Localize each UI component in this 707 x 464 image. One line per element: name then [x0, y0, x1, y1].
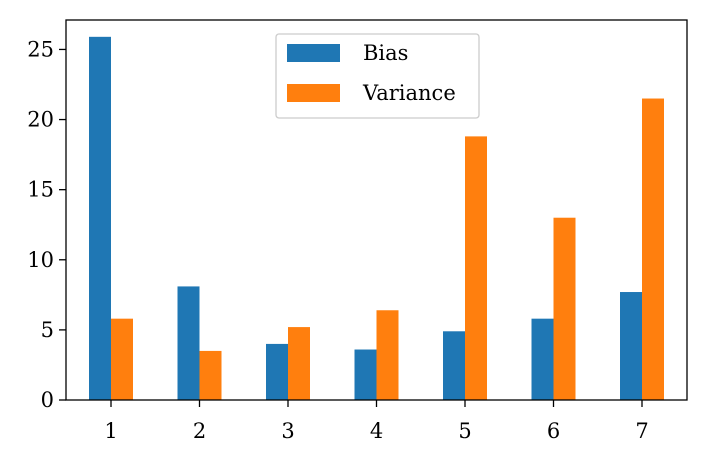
y-tick-label: 10: [27, 248, 54, 272]
bar-variance-7: [642, 98, 664, 400]
bar-variance-2: [199, 350, 222, 400]
legend: Bias Variance: [275, 33, 480, 119]
y-tick-label: 0: [41, 388, 54, 412]
bar-variance-3: [288, 327, 310, 400]
y-tick-label: 20: [27, 108, 54, 132]
bar-variance-1: [111, 318, 133, 400]
x-tick-label: 1: [104, 419, 117, 443]
legend-swatch-bias: [287, 44, 340, 62]
bar-bias-7: [620, 292, 642, 400]
bar-bias-2: [177, 286, 200, 400]
bar-bias-4: [354, 349, 377, 400]
x-tick-label: 6: [547, 419, 560, 443]
bar-bias-1: [89, 36, 111, 400]
x-axis: 1 2 3 4 5 6 7: [104, 400, 649, 443]
bars-layer: [89, 36, 664, 400]
bar-variance-4: [376, 310, 399, 400]
bar-bias-5: [443, 331, 465, 400]
y-tick-label: 25: [27, 37, 54, 61]
bar-variance-5: [465, 136, 487, 400]
bar-bias-6: [531, 318, 554, 400]
x-tick-label: 5: [458, 419, 471, 443]
bar-bias-3: [266, 343, 288, 400]
legend-swatch-variance: [287, 84, 340, 102]
x-tick-label: 4: [370, 419, 383, 443]
x-tick-label: 7: [635, 419, 648, 443]
y-tick-label: 5: [41, 318, 54, 342]
x-tick-label: 3: [281, 419, 294, 443]
legend-label-variance: Variance: [362, 81, 456, 105]
x-tick-label: 2: [193, 419, 206, 443]
legend-label-bias: Bias: [363, 41, 408, 65]
y-axis: 0 5 10 15 20 25: [27, 37, 66, 412]
bar-variance-6: [553, 217, 576, 400]
y-tick-label: 15: [27, 178, 54, 202]
